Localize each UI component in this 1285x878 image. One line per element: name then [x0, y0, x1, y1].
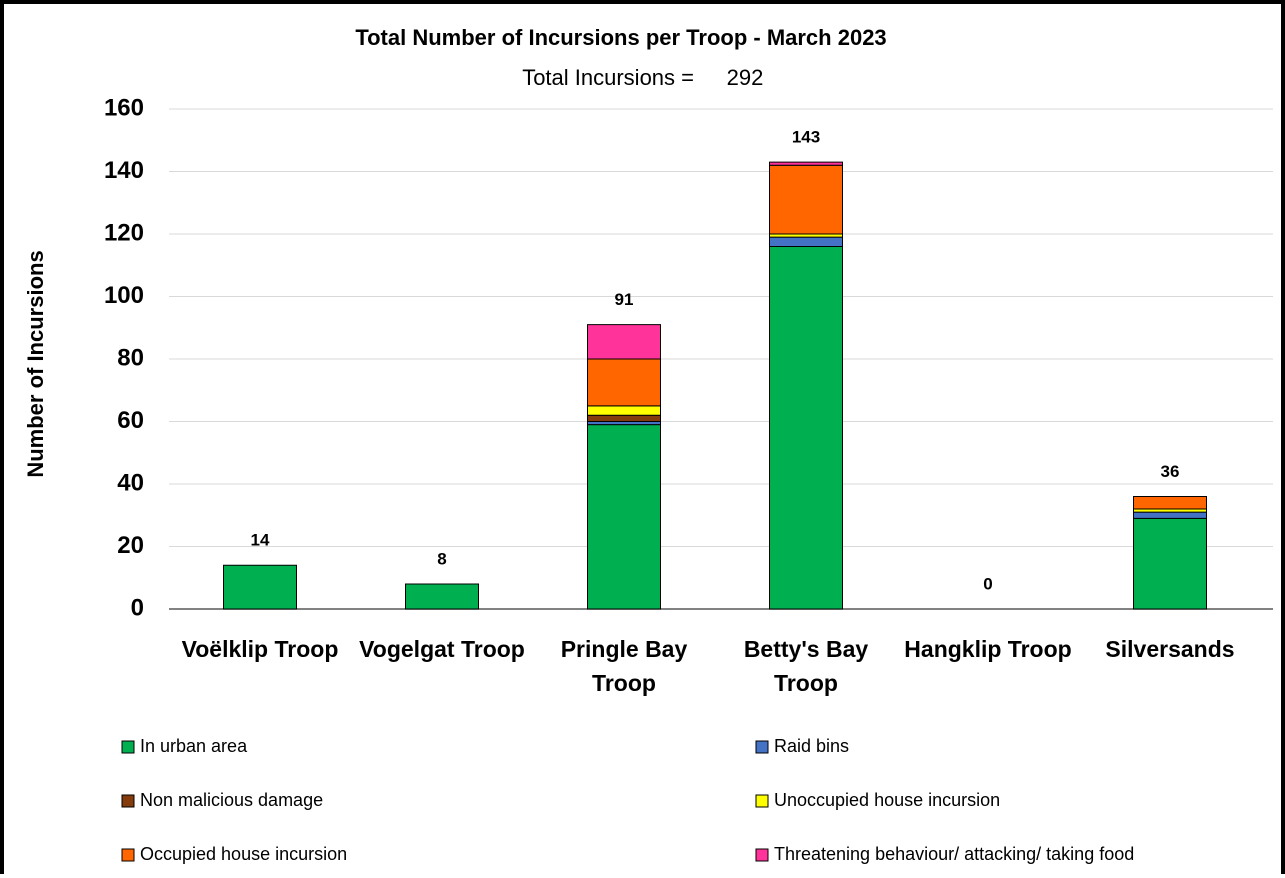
y-tick-label: 140: [104, 157, 144, 184]
legend-swatch: [121, 794, 135, 808]
x-tick-label: Hangklip Troop: [904, 636, 1072, 662]
total-label: 91: [615, 290, 634, 309]
bar-segment: [769, 236, 843, 247]
legend-label: Unoccupied house incursion: [774, 790, 1000, 810]
legend-label: Threatening behaviour/ attacking/ taking…: [774, 844, 1134, 864]
y-tick-label: 80: [117, 344, 144, 371]
bar-segment: [405, 583, 479, 610]
bar-segment: [769, 246, 843, 610]
total-label: 0: [983, 574, 992, 593]
total-value: 292: [727, 65, 764, 90]
x-tick-label: Silversands: [1105, 636, 1235, 662]
legend-label: Raid bins: [774, 736, 849, 756]
bar-segment: [1133, 496, 1207, 510]
legend-swatch: [755, 848, 769, 862]
chart: Total Number of Incursions per Troop - M…: [23, 25, 1273, 864]
bar-segment: [587, 324, 661, 360]
total-label: 14: [251, 531, 270, 550]
y-tick-label: 40: [117, 469, 144, 496]
total-label: 143: [792, 128, 820, 147]
legend-swatch: [755, 794, 769, 808]
legend-label: Non malicious damage: [140, 790, 323, 810]
y-tick-label: 100: [104, 282, 144, 309]
y-tick-label: 60: [117, 407, 144, 434]
bar-segment: [587, 424, 661, 610]
bar-segment: [223, 564, 297, 610]
y-tick-label: 20: [117, 532, 144, 559]
total-label: 8: [437, 549, 446, 568]
bar-segment: [1133, 517, 1207, 610]
bar-segment: [769, 164, 843, 235]
total-label: 36: [1161, 462, 1180, 481]
y-axis-title: Number of Incursions: [23, 250, 48, 477]
bar-segment: [769, 161, 843, 166]
legend-label: Occupied house incursion: [140, 844, 347, 864]
chart-subtitle: Total Incursions =: [522, 65, 694, 90]
x-tick-label: Voëlklip Troop: [181, 636, 339, 662]
y-tick-label: 160: [104, 94, 144, 121]
y-tick-label: 0: [131, 594, 144, 621]
bar-segment: [587, 405, 661, 416]
legend-swatch: [121, 740, 135, 754]
legend-label: In urban area: [140, 736, 248, 756]
legend-swatch: [121, 848, 135, 862]
bar-segment: [587, 358, 661, 407]
bar-segment: [587, 414, 661, 422]
chart-title: Total Number of Incursions per Troop - M…: [355, 25, 886, 50]
legend-swatch: [755, 740, 769, 754]
bar-segment: [1133, 511, 1207, 519]
x-tick-label: Betty's Bay Troop: [743, 636, 869, 696]
y-tick-label: 120: [104, 219, 144, 246]
x-tick-label: Pringle Bay Troop: [560, 636, 688, 696]
x-tick-label: Vogelgat Troop: [359, 636, 525, 662]
